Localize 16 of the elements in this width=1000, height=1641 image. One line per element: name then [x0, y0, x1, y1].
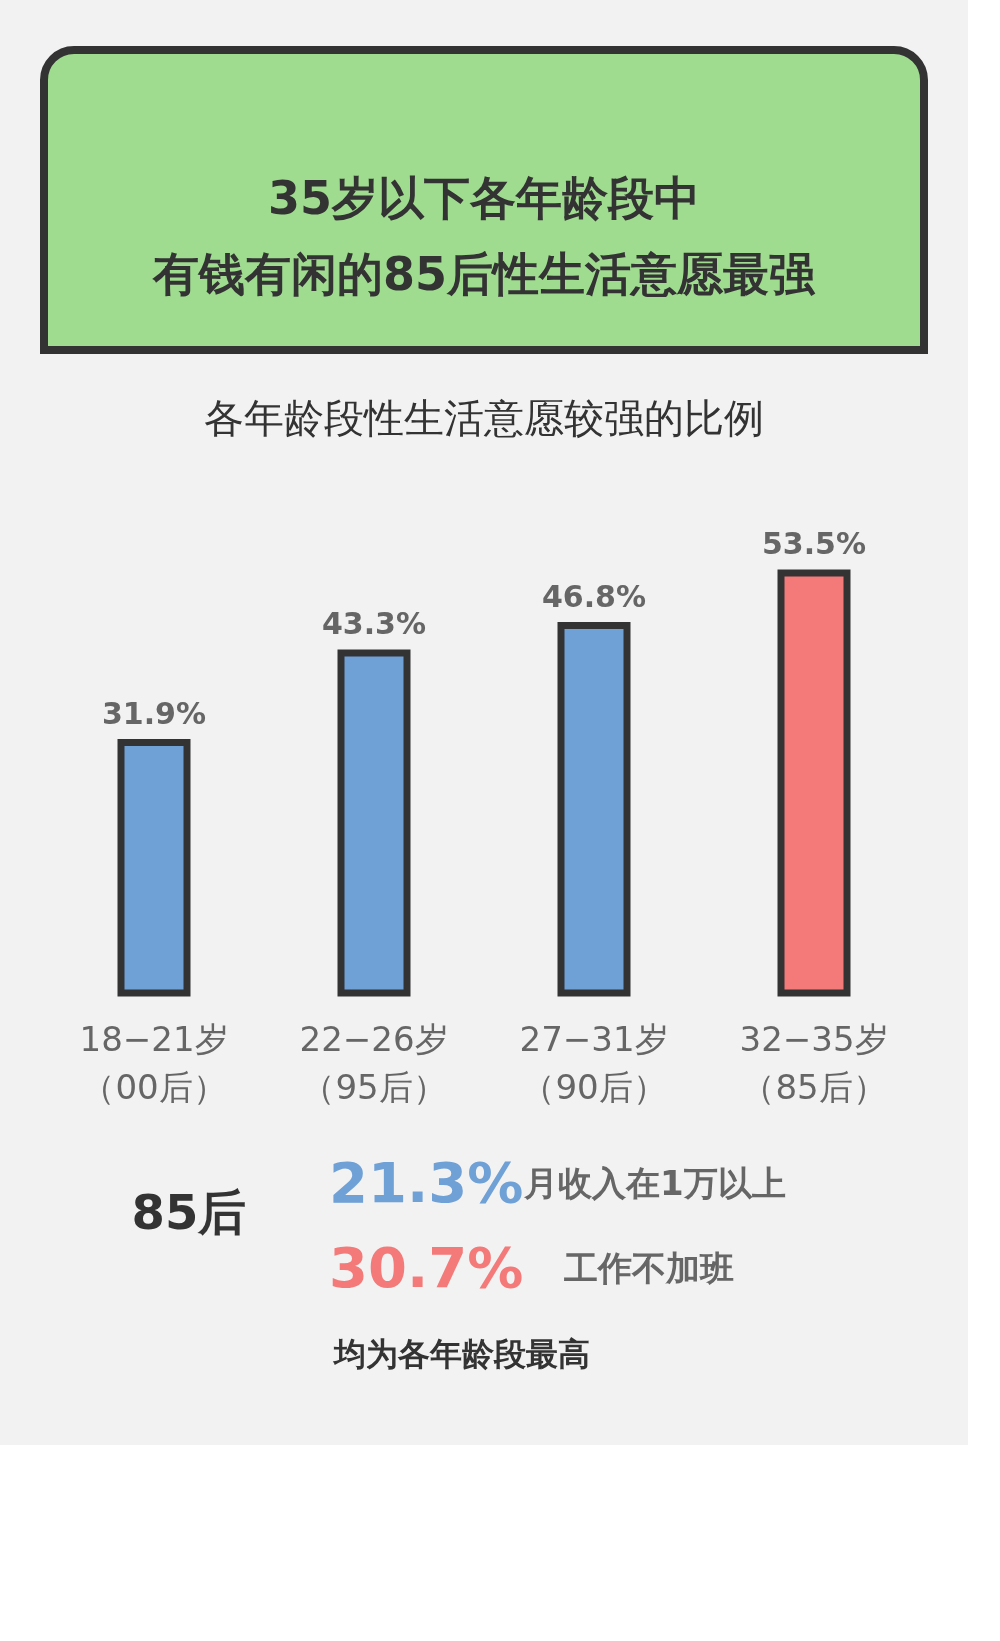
text: 均为各年龄段最高 — [332, 1335, 590, 1373]
data-label: 31.9% — [101, 695, 207, 731]
text: 21.3% — [329, 1150, 524, 1215]
chart-title: 35岁以下各年龄段中有钱有闲的85后性生活意愿最强 — [151, 171, 817, 301]
text: 85后 — [131, 1184, 247, 1240]
chart-subtitle: 各年龄段性生活意愿较强的比例 — [204, 395, 764, 441]
text: 工作不加班 — [563, 1248, 734, 1288]
text: 月收入在1万以上 — [523, 1163, 786, 1203]
x-tick-label: 22−26岁（95后） — [299, 1018, 449, 1107]
x-tick-label: 18−21岁（00后） — [79, 1018, 229, 1107]
x-tick-label: 27−31岁（90后） — [519, 1018, 669, 1107]
text: 30.7% — [329, 1235, 524, 1300]
data-label: 46.8% — [541, 578, 647, 614]
data-label: 43.3% — [321, 606, 427, 642]
x-tick-label: 32−35岁（85后） — [739, 1018, 889, 1107]
data-label: 53.5% — [761, 526, 867, 561]
